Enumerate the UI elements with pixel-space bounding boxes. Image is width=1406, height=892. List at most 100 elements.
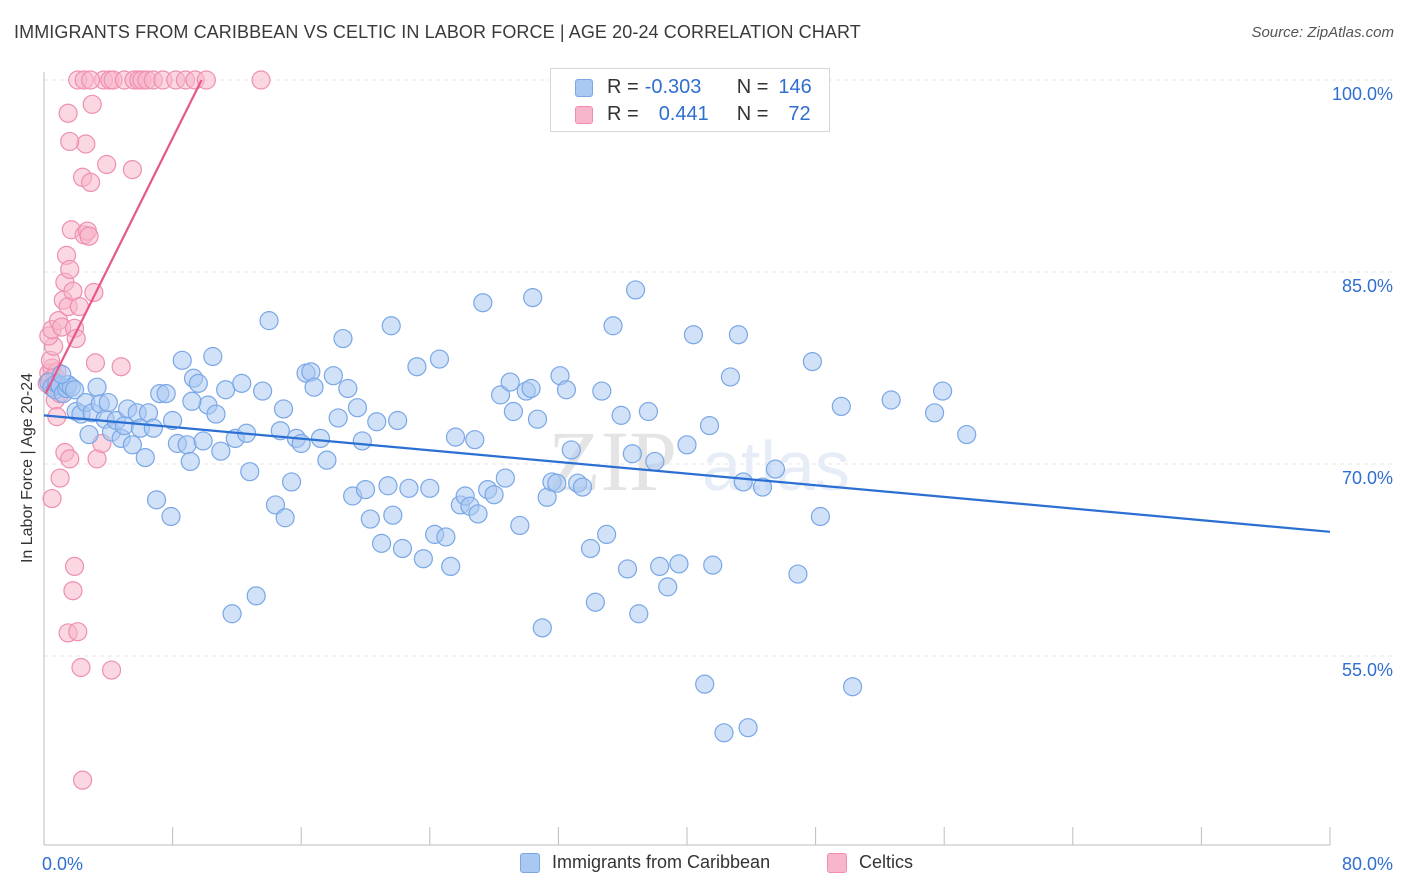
bottom-legend-celtics: Celtics (827, 852, 913, 873)
celtics-point (76, 134, 96, 154)
trend-lines (43, 79, 1331, 533)
caribbean-point (728, 325, 749, 345)
caribbean-point (738, 718, 758, 738)
caribbean-point (338, 378, 358, 399)
x-tick-label: 0.0% (42, 854, 83, 874)
y-tick-label: 55.0% (1342, 660, 1393, 680)
legend-n-label: N = (736, 103, 769, 125)
bottom-legend-label: Immigrants from Caribbean (552, 852, 771, 872)
caribbean-point (650, 556, 670, 577)
caribbean-point (240, 462, 260, 482)
caribbean-point (484, 485, 504, 505)
bottom-legend-swatch-blue (520, 852, 540, 873)
axes (43, 72, 1331, 846)
celtics-point (71, 657, 91, 678)
celtics-point (60, 449, 80, 469)
legend-n-value: 72 (788, 103, 811, 125)
legend-swatch-blue (575, 78, 593, 97)
celtics-point (122, 160, 143, 180)
caribbean-point (388, 410, 408, 431)
caribbean-point (957, 424, 977, 445)
caribbean-point (703, 555, 723, 575)
watermark: ZIP atlas (548, 413, 850, 509)
caribbean-point (445, 427, 466, 447)
series-caribbean-points (39, 280, 977, 743)
caribbean-point (135, 448, 155, 468)
caribbean-point (355, 480, 376, 500)
celtics-point (81, 70, 101, 90)
caribbean-point (733, 472, 753, 492)
caribbean-point (802, 352, 822, 372)
caribbean-point (603, 316, 623, 336)
caribbean-point (172, 350, 192, 370)
caribbean-point (720, 367, 741, 387)
caribbean-point (203, 346, 223, 367)
celtics-point (251, 70, 271, 90)
celtics-point (60, 131, 80, 152)
celtics-point (72, 770, 93, 790)
caribbean-point (407, 357, 427, 377)
caribbean-point (495, 468, 515, 488)
legend-row-caribbean: R = -0.303 N = 146 (575, 76, 812, 99)
legend-n-label: N = (736, 76, 769, 98)
correlation-legend: R = -0.303 N = 146 R = 0.441 N = 72 (550, 68, 830, 132)
celtics-point (42, 488, 62, 509)
caribbean-point (232, 373, 252, 393)
caribbean-point (222, 604, 242, 624)
legend-r-value: -0.303 (644, 76, 702, 98)
caribbean-point (328, 408, 348, 428)
caribbean-point (193, 431, 213, 451)
caribbean-point (788, 564, 808, 584)
caribbean-point (211, 441, 231, 461)
caribbean-point (699, 416, 720, 436)
legend-row-celtics: R = 0.441 N = 72 (575, 103, 811, 126)
caribbean-point (253, 381, 273, 401)
caribbean-point (360, 509, 380, 529)
caribbean-point (669, 554, 689, 574)
caribbean-point (216, 380, 236, 400)
x-tick-label: 80.0% (1342, 854, 1393, 874)
celtics-point (111, 357, 131, 377)
caribbean-point (617, 559, 638, 579)
caribbean-point (500, 372, 520, 392)
caribbean-point (810, 506, 831, 527)
caribbean-point (265, 495, 286, 515)
celtics-point (68, 622, 88, 642)
caribbean-point (645, 451, 665, 472)
caribbean-point (585, 592, 605, 612)
caribbean-point (629, 604, 649, 624)
caribbean-point (561, 440, 581, 460)
chart-source: Source: ZipAtlas.com (1251, 24, 1394, 41)
tick-labels: 55.0% 70.0% 85.0% 100.0% 0.0% 80.0% (42, 84, 1393, 874)
celtics-point (101, 660, 122, 680)
caribbean-point (333, 328, 353, 349)
caribbean-point (436, 527, 456, 547)
celtics-point (82, 94, 102, 114)
caribbean-point (556, 380, 577, 400)
caribbean-point (163, 410, 183, 431)
caribbean-point (510, 515, 530, 536)
caribbean-point (831, 396, 851, 416)
caribbean-point (420, 478, 440, 498)
caribbean-point (503, 401, 523, 422)
caribbean-point (64, 380, 85, 400)
legend-swatch-pink (575, 105, 593, 124)
caribbean-point (270, 421, 290, 441)
caribbean-point (273, 399, 294, 419)
celtics-point (81, 172, 101, 192)
caribbean-point (473, 293, 493, 313)
caribbean-point (188, 373, 208, 393)
caribbean-point (371, 533, 392, 553)
legend-n-value: 146 (778, 76, 812, 98)
caribbean-point (765, 459, 786, 479)
celtics-point (60, 259, 80, 280)
caribbean-point (87, 377, 107, 397)
caribbean-point (527, 409, 548, 429)
caribbean-point (752, 477, 773, 497)
y-axis-label: In Labor Force | Age 20-24 (19, 372, 36, 564)
caribbean-point (429, 349, 450, 369)
caribbean-point (310, 428, 331, 448)
caribbean-point (161, 506, 181, 527)
celtics-point (97, 154, 117, 175)
caribbean-point (392, 538, 413, 559)
